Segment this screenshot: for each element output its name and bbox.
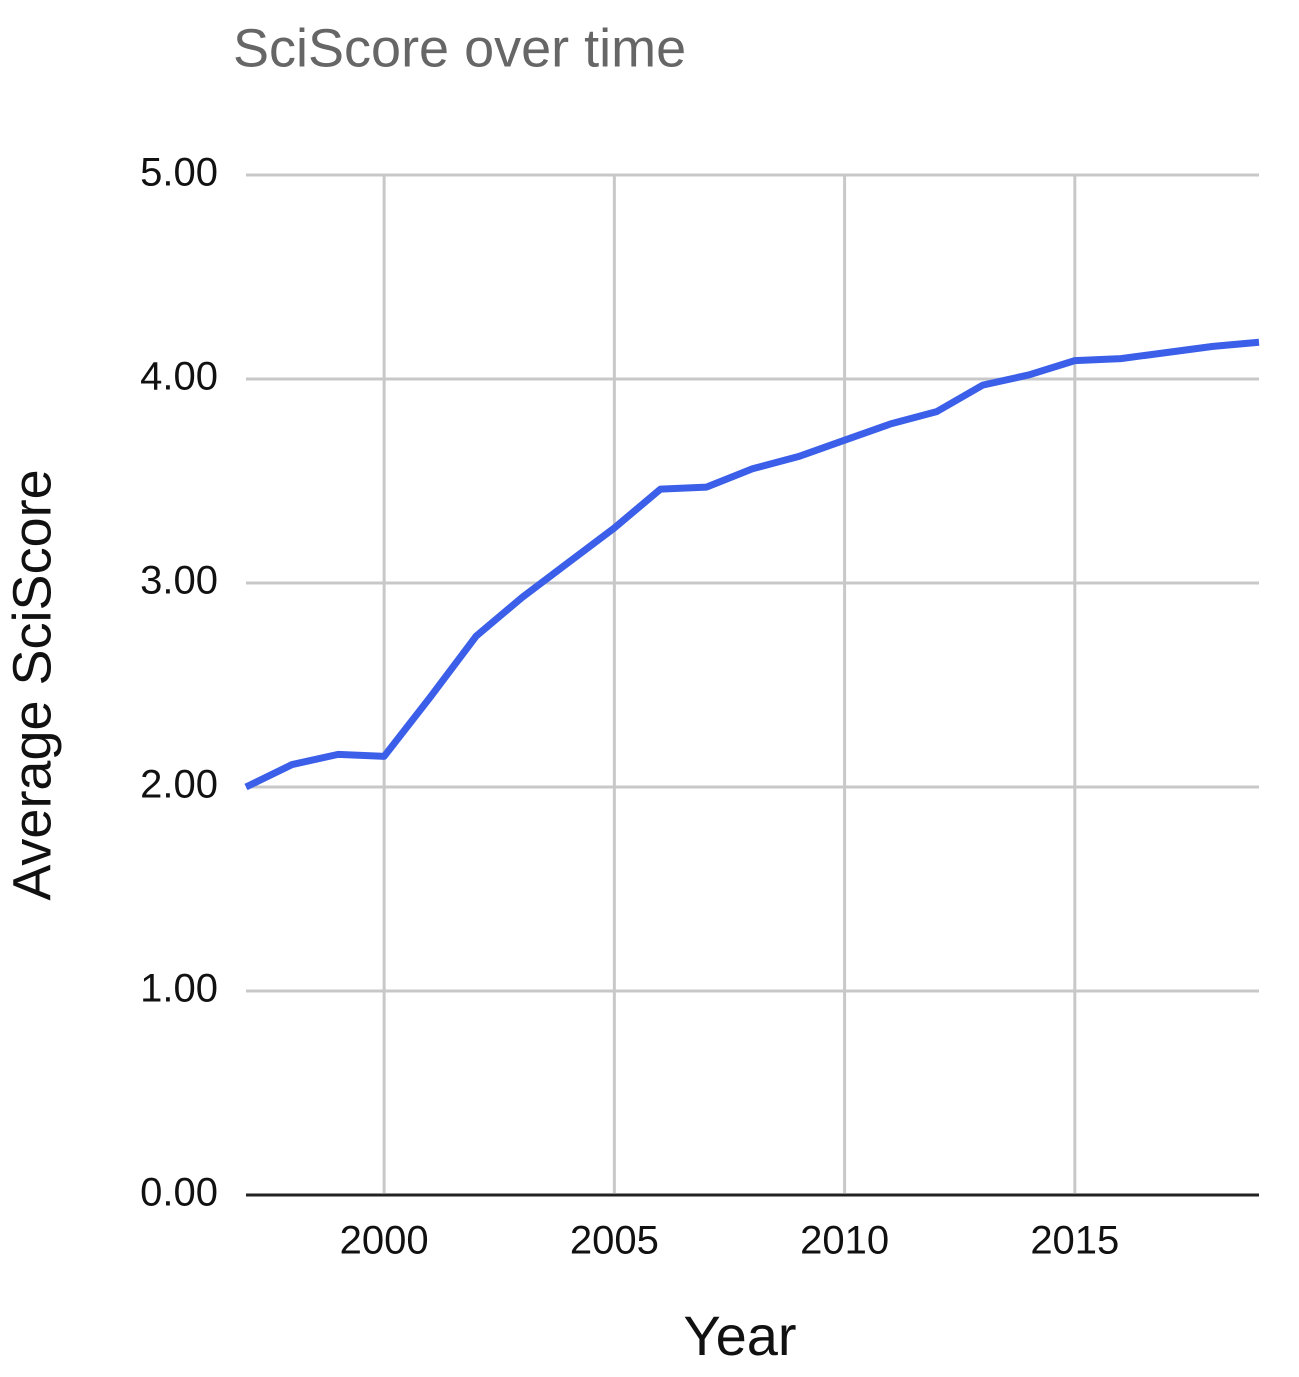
chart-title: SciScore over time <box>233 18 686 78</box>
y-tick-label: 0.00 <box>140 1171 218 1215</box>
y-tick-label: 5.00 <box>140 151 218 195</box>
y-tick-label: 1.00 <box>140 967 218 1011</box>
x-axis-label: Year <box>683 1304 796 1367</box>
x-tick-label: 2000 <box>340 1219 429 1263</box>
y-tick-label: 2.00 <box>140 763 218 807</box>
x-tick-label: 2010 <box>800 1219 889 1263</box>
data-line <box>244 338 1260 791</box>
y-tick-label: 3.00 <box>140 559 218 603</box>
y-tick-label: 4.00 <box>140 355 218 399</box>
x-tick-label: 2015 <box>1030 1219 1119 1263</box>
x-tick-label: 2005 <box>570 1219 659 1263</box>
y-axis-label: Average SciScore <box>2 469 62 900</box>
